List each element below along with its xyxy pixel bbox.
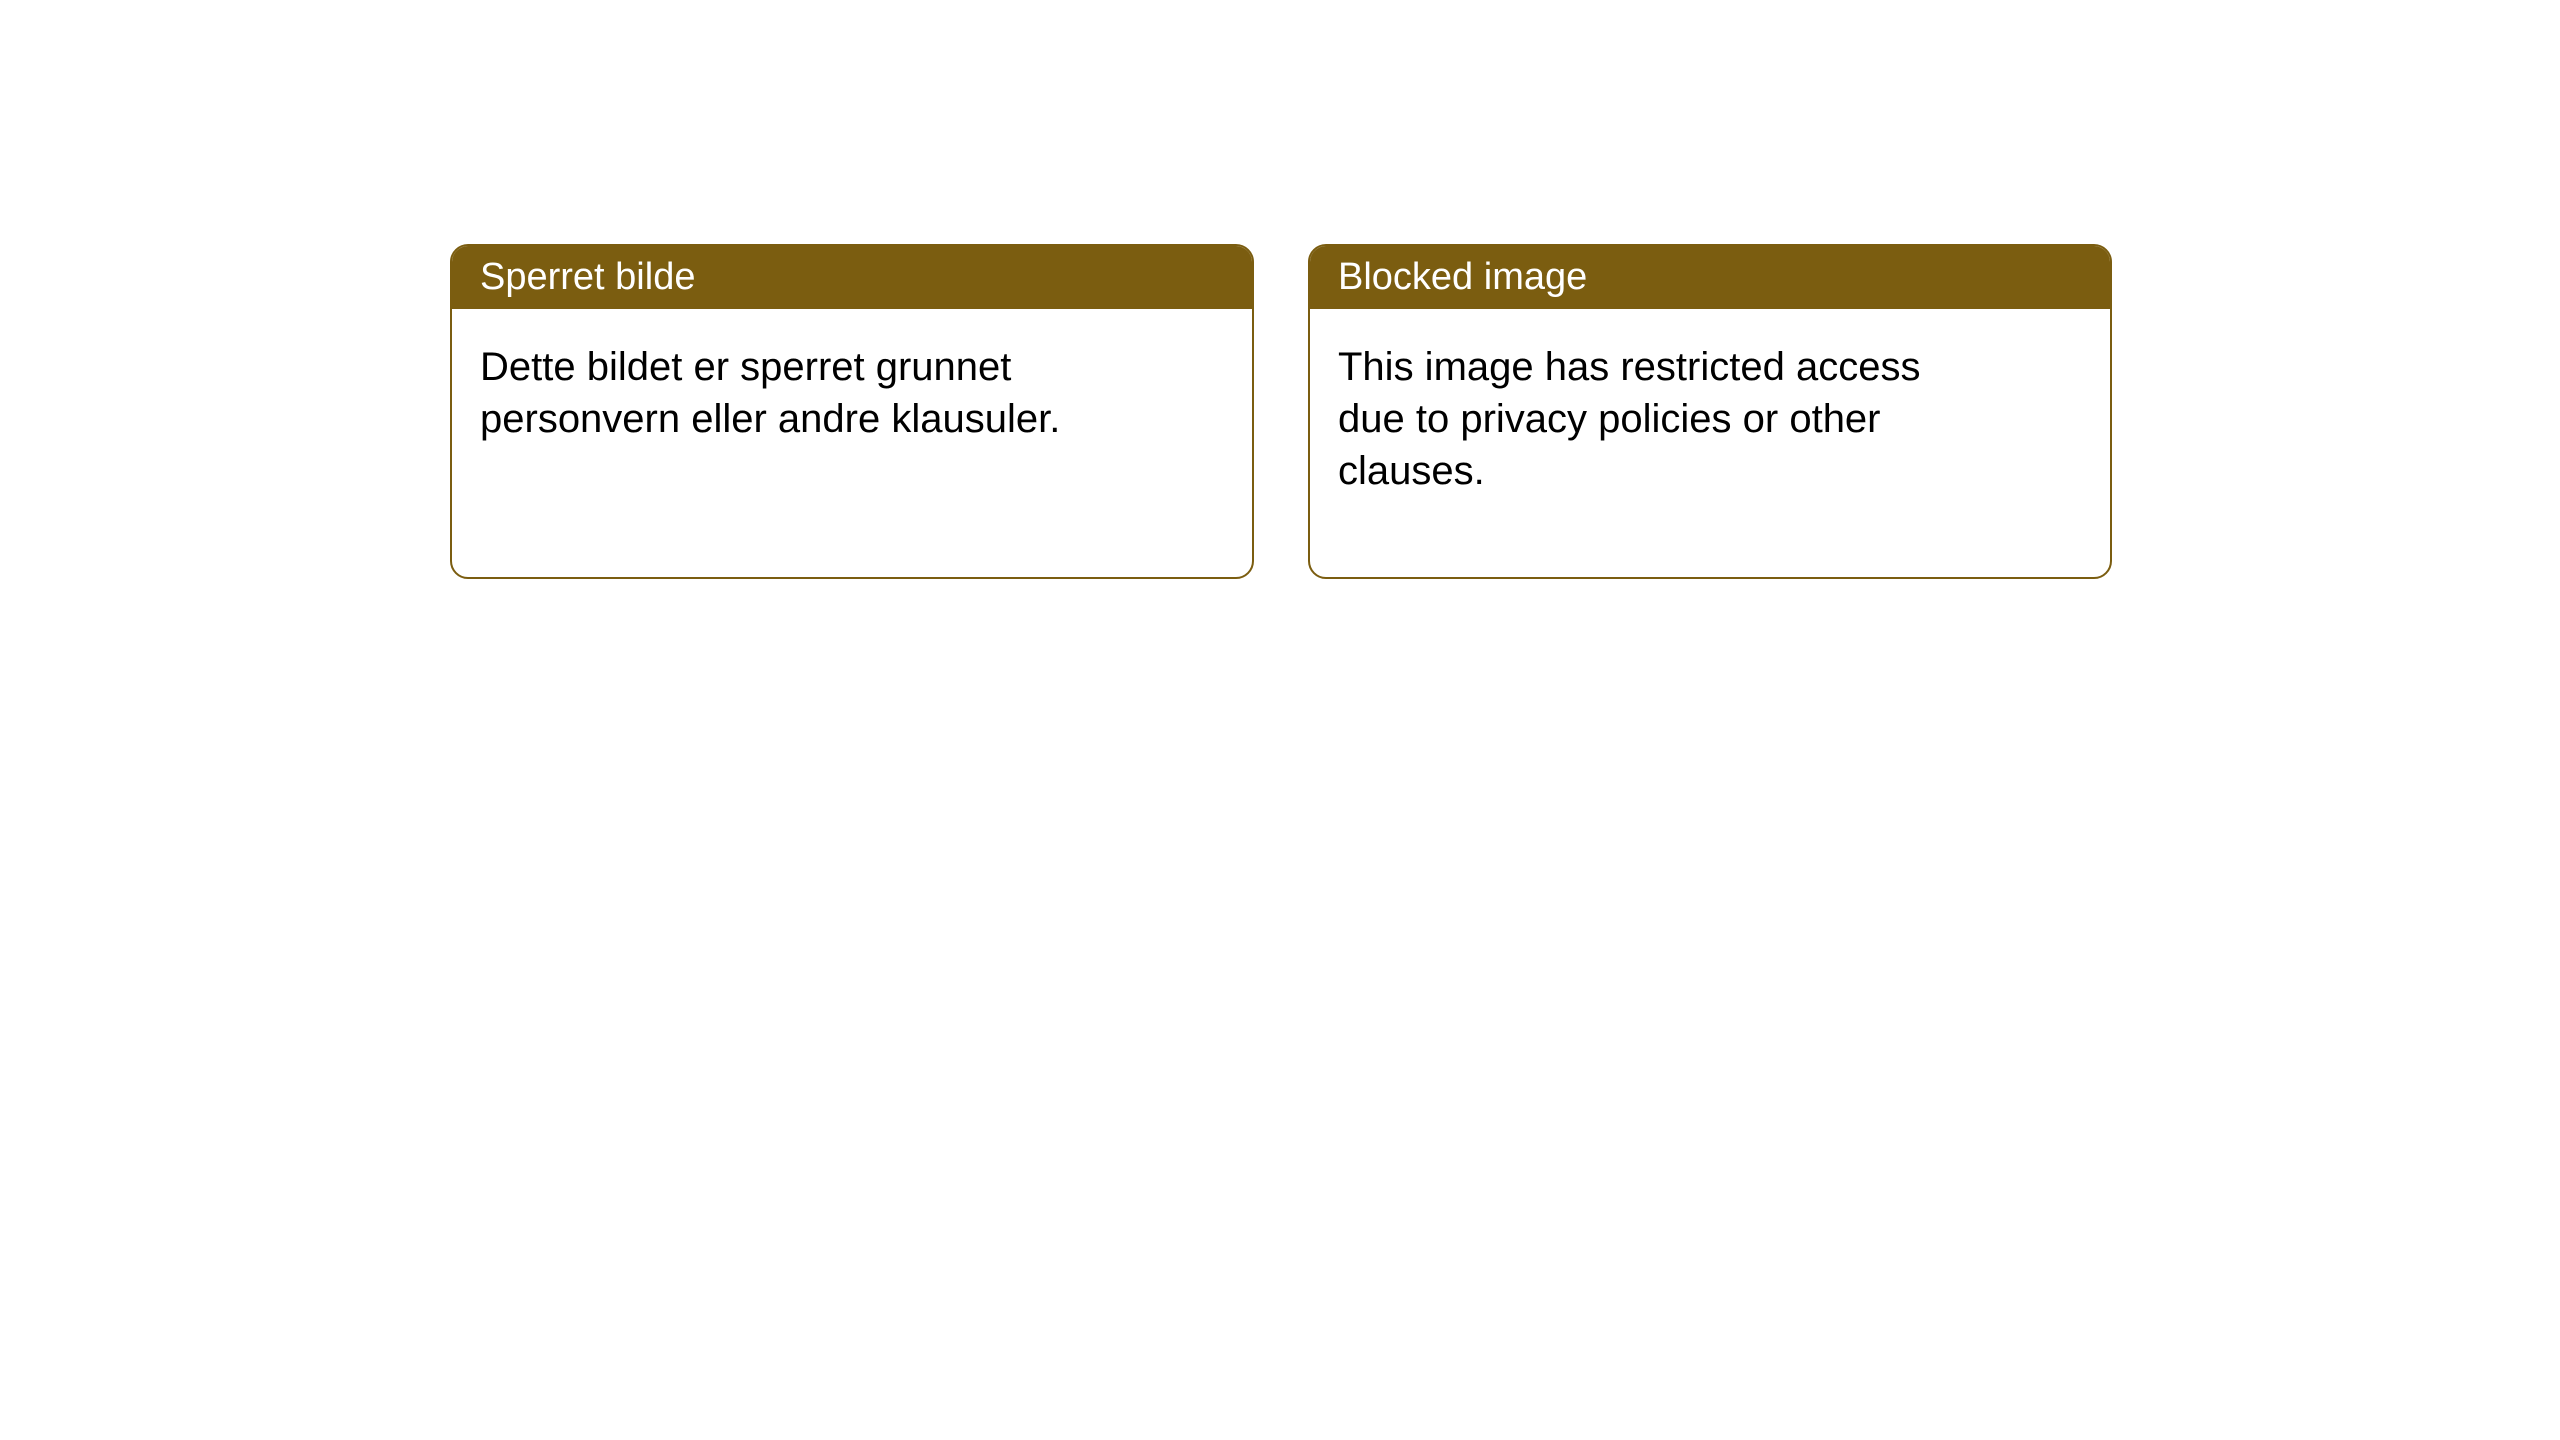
notice-body-english: This image has restricted access due to …	[1310, 309, 2010, 577]
notice-header-norwegian: Sperret bilde	[452, 246, 1252, 309]
notice-card-norwegian: Sperret bilde Dette bildet er sperret gr…	[450, 244, 1254, 579]
notice-card-english: Blocked image This image has restricted …	[1308, 244, 2112, 579]
notices-container: Sperret bilde Dette bildet er sperret gr…	[0, 0, 2560, 579]
notice-body-norwegian: Dette bildet er sperret grunnet personve…	[452, 309, 1152, 525]
notice-header-english: Blocked image	[1310, 246, 2110, 309]
